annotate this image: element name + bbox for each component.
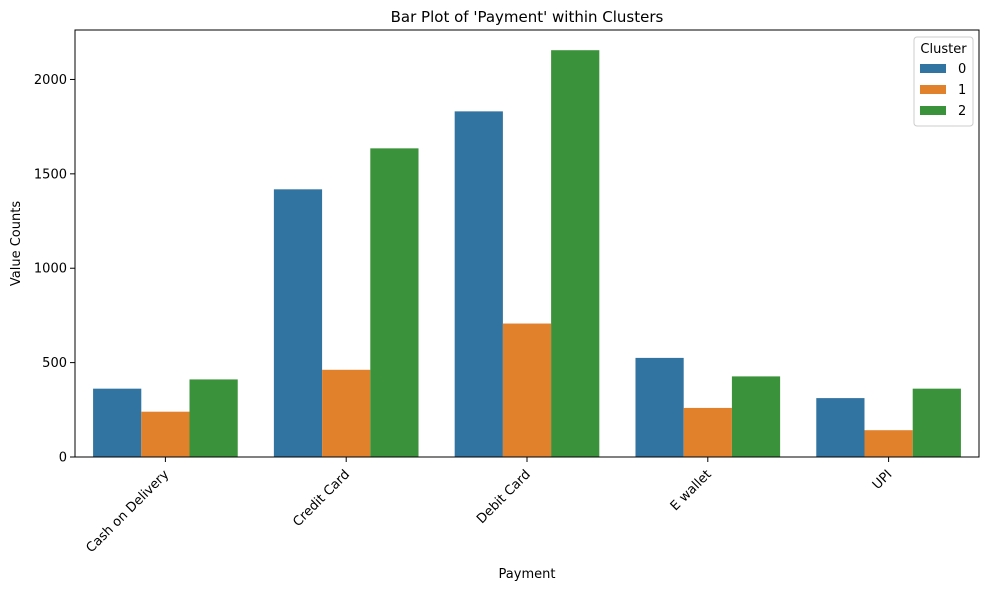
bar-series-1-1	[322, 369, 371, 457]
y-axis: 0 500 1000 1500 2000	[34, 73, 75, 466]
y-tick-label: 500	[42, 356, 67, 371]
bar-series-1-3	[683, 407, 732, 457]
bar-series-2-1	[370, 148, 419, 457]
bar-series-1-0	[141, 411, 190, 457]
legend-title: Cluster	[920, 42, 967, 57]
x-tick-label: UPI	[870, 467, 896, 493]
bar-series-2-2	[551, 50, 600, 458]
chart-title: Bar Plot of 'Payment' within Clusters	[391, 8, 664, 26]
legend-label-0: 0	[958, 62, 966, 77]
bar-series-0-2	[454, 111, 503, 458]
bar-series-0-1	[273, 189, 323, 457]
bar-series-0-3	[635, 357, 684, 457]
legend-box	[913, 36, 974, 127]
x-tick-label: E wallet	[668, 467, 715, 514]
bar-series-2-0	[189, 379, 238, 457]
y-tick-label: 0	[59, 451, 67, 466]
bar-series-0-0	[93, 388, 142, 457]
legend-label-1: 1	[958, 83, 966, 98]
x-tick-label: Credit Card	[290, 467, 353, 530]
bar-series-1-4	[864, 430, 913, 457]
y-axis-label: Value Counts	[9, 201, 24, 286]
y-tick-label: 1000	[34, 262, 67, 277]
legend-swatch-1	[920, 85, 946, 94]
legend: Cluster 0 1 2	[913, 36, 974, 127]
bar-series-2-4	[912, 388, 961, 457]
bars-group	[93, 50, 961, 458]
x-axis-label: Payment	[499, 567, 556, 582]
legend-label-2: 2	[958, 104, 966, 119]
y-tick-label: 2000	[34, 73, 67, 88]
legend-swatch-2	[920, 106, 946, 115]
plot-frame	[74, 29, 980, 458]
x-tick-label: Cash on Delivery	[83, 467, 172, 556]
y-tick-label: 1500	[34, 167, 67, 182]
bar-series-0-4	[816, 398, 865, 457]
bar-series-1-2	[502, 323, 552, 457]
x-axis: Cash on Delivery Credit Card Debit Card E w…	[83, 457, 895, 556]
bar-series-2-3	[731, 376, 781, 457]
x-tick-label: Debit Card	[474, 467, 534, 527]
legend-swatch-0	[920, 64, 946, 73]
